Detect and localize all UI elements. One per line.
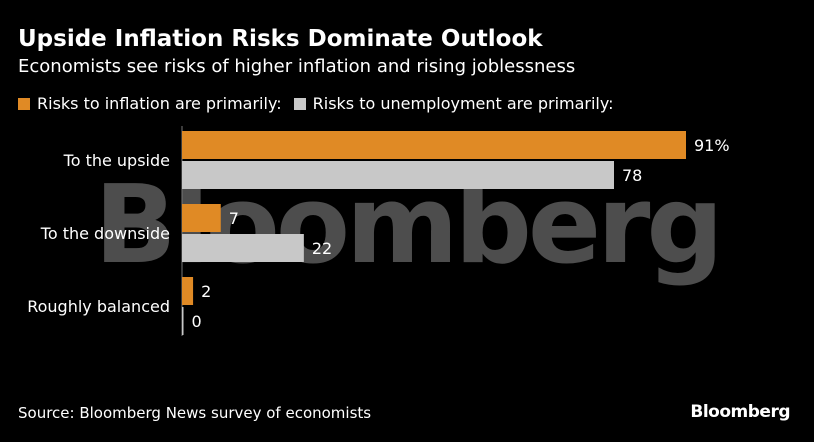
bar-inflation-roughly-balanced bbox=[182, 277, 194, 305]
bar-inflation-to-the-downside bbox=[182, 204, 221, 232]
data-label-inflation-roughly-balanced: 2 bbox=[201, 282, 211, 301]
data-label-inflation-to-the-downside: 7 bbox=[229, 209, 239, 228]
bar-inflation-to-the-upside bbox=[182, 131, 686, 159]
category-label-to-the-downside: To the downside bbox=[40, 224, 170, 243]
legend-swatch-inflation bbox=[18, 97, 30, 110]
bar-unemployment-to-the-downside bbox=[182, 234, 304, 262]
legend: Risks to inflation are primarily: Risks … bbox=[18, 94, 626, 113]
legend-item-unemployment: Risks to unemployment are primarily: bbox=[293, 94, 614, 113]
legend-label-unemployment: Risks to unemployment are primarily: bbox=[312, 94, 614, 113]
legend-swatch-unemployment bbox=[293, 97, 306, 110]
source-note: Source: Bloomberg News survey of economi… bbox=[18, 404, 372, 422]
data-label-unemployment-roughly-balanced: 0 bbox=[192, 312, 202, 331]
bloomberg-logo: Bloomberg bbox=[690, 402, 790, 422]
legend-label-inflation: Risks to inflation are primarily: bbox=[37, 94, 282, 113]
bar-unemployment-roughly-balanced bbox=[182, 307, 184, 335]
category-label-roughly-balanced: Roughly balanced bbox=[27, 297, 170, 316]
chart-subtitle: Economists see risks of higher inflation… bbox=[18, 56, 576, 77]
category-label-to-the-upside: To the upside bbox=[63, 151, 170, 170]
data-label-inflation-to-the-upside: 91% bbox=[694, 136, 730, 155]
data-label-unemployment-to-the-upside: 78 bbox=[622, 166, 642, 185]
bar-unemployment-to-the-upside bbox=[182, 161, 614, 189]
data-label-unemployment-to-the-downside: 22 bbox=[312, 239, 332, 258]
chart-title: Upside Inflation Risks Dominate Outlook bbox=[18, 26, 543, 52]
legend-item-inflation: Risks to inflation are primarily: bbox=[18, 94, 282, 113]
